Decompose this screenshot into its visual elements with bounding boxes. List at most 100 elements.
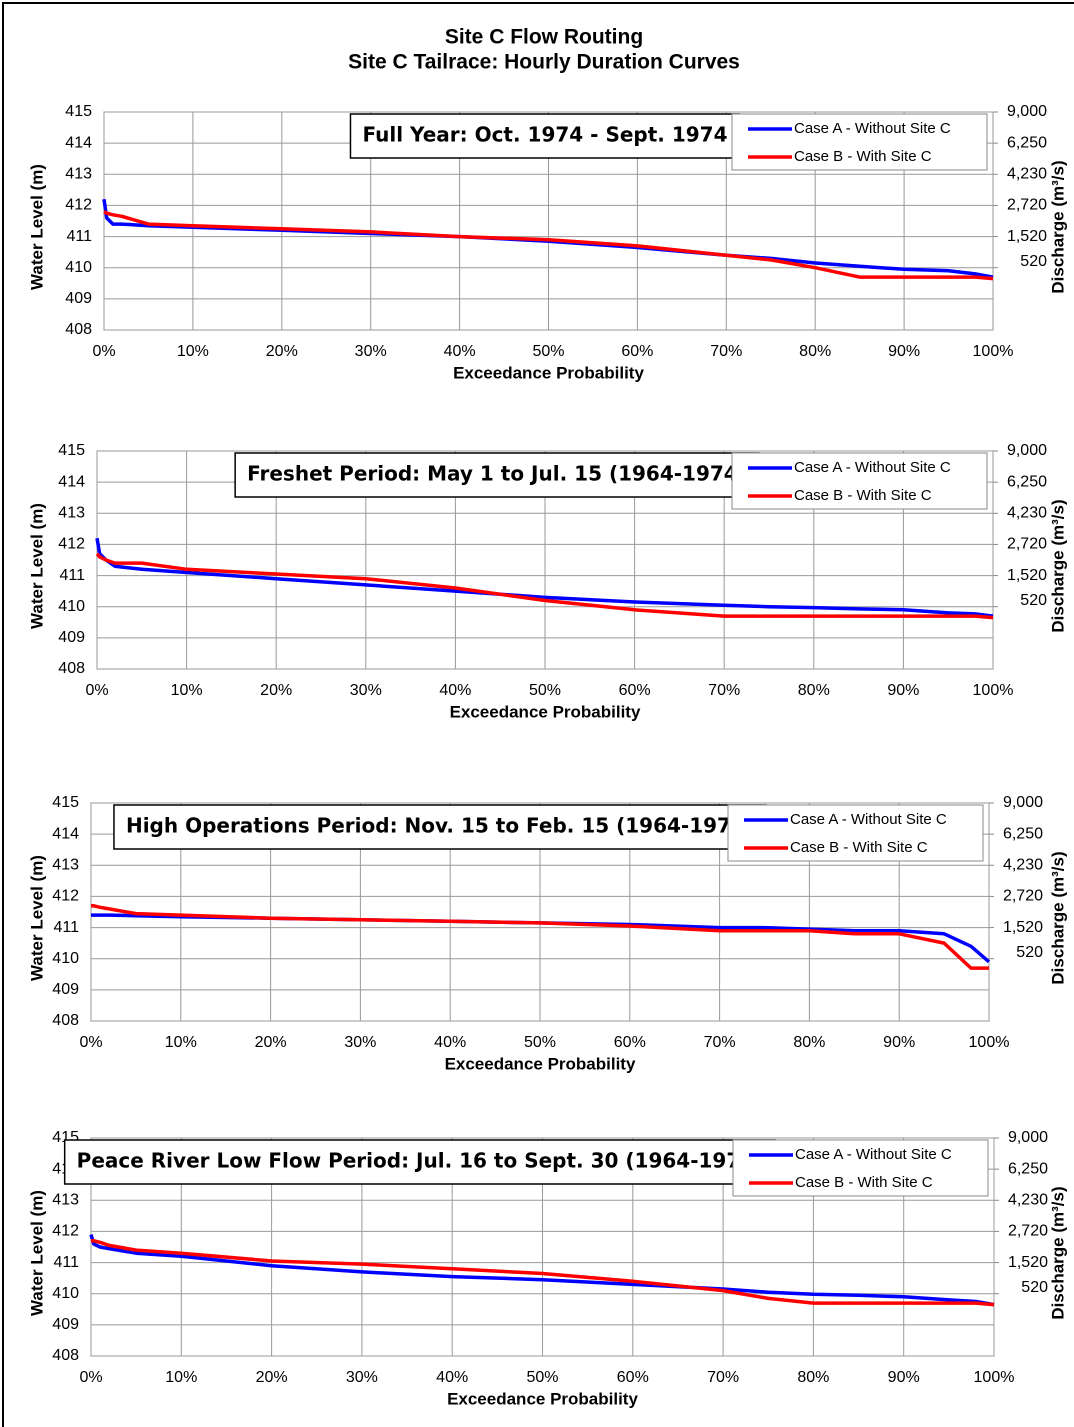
x-tick-label: 60%: [617, 1369, 649, 1386]
annotation: Peace River Low Flow Period: Jul. 16 to …: [77, 1149, 764, 1173]
y-tick-label: 415: [58, 442, 85, 459]
x-tick-label: 100%: [973, 682, 1014, 699]
y2-tick-label: 4,230: [1007, 166, 1047, 183]
annotation: High Operations Period: Nov. 15 to Feb. …: [126, 814, 754, 838]
y-tick-label: 409: [52, 1316, 79, 1333]
x-tick-label: 50%: [524, 1034, 556, 1051]
y2-axis-title: Discharge (m³/s): [1048, 160, 1067, 293]
y2-tick-label: 9,000: [1003, 794, 1043, 811]
y-tick-label: 411: [66, 228, 92, 245]
y-tick-label: 413: [52, 857, 79, 874]
y2-tick-label: 520: [1020, 592, 1047, 609]
y-tick-label: 414: [52, 825, 79, 842]
y-axis-title: Water Level (m): [27, 1190, 46, 1316]
x-tick-label: 100%: [973, 343, 1014, 360]
x-axis-title: Exceedance Probability: [450, 702, 641, 721]
x-axis-title: Exceedance Probability: [447, 1389, 638, 1408]
y-tick-label: 408: [65, 321, 92, 338]
page-title: Site C Flow Routing: [445, 26, 643, 49]
legend-label: Case A - Without Site C: [795, 1146, 952, 1163]
y-tick-label: 412: [58, 536, 85, 553]
y2-tick-label: 2,720: [1003, 888, 1043, 905]
y-tick-label: 410: [58, 598, 85, 615]
y-tick-label: 410: [52, 1285, 79, 1302]
legend-box: [732, 1139, 989, 1197]
x-tick-label: 100%: [974, 1369, 1015, 1386]
y2-tick-label: 4,230: [1003, 857, 1043, 874]
x-axis-title: Exceedance Probability: [453, 363, 644, 382]
y2-tick-label: 9,000: [1008, 1129, 1048, 1146]
x-tick-label: 0%: [85, 682, 108, 699]
y-tick-label: 411: [53, 1254, 79, 1271]
x-tick-label: 70%: [708, 682, 740, 699]
x-tick-label: 10%: [165, 1034, 197, 1051]
y-tick-label: 414: [65, 134, 92, 151]
x-axis-title: Exceedance Probability: [445, 1054, 636, 1073]
x-tick-label: 80%: [799, 343, 831, 360]
x-tick-label: 80%: [798, 682, 830, 699]
y-tick-label: 409: [65, 290, 92, 307]
y2-tick-label: 1,520: [1007, 228, 1047, 245]
series-line: [95, 537, 994, 618]
x-tick-label: 10%: [171, 682, 203, 699]
y2-tick-label: 520: [1016, 944, 1043, 961]
y-tick-label: 408: [58, 660, 85, 677]
series-line: [89, 1234, 995, 1307]
legend-label: Case B - With Site C: [794, 487, 932, 504]
x-tick-label: 70%: [710, 343, 742, 360]
x-tick-label: 50%: [529, 682, 561, 699]
series-line: [103, 210, 994, 281]
y-tick-label: 415: [52, 794, 79, 811]
x-tick-label: 100%: [969, 1034, 1010, 1051]
y-tick-label: 409: [58, 629, 85, 646]
y2-tick-label: 1,520: [1003, 919, 1043, 936]
y2-tick-label: 1,520: [1007, 567, 1047, 584]
x-tick-label: 40%: [434, 1034, 466, 1051]
x-tick-label: 70%: [707, 1369, 739, 1386]
legend-label: Case A - Without Site C: [794, 459, 951, 476]
x-tick-label: 20%: [255, 1034, 287, 1051]
x-tick-label: 50%: [526, 1369, 558, 1386]
x-tick-label: 20%: [266, 343, 298, 360]
y2-tick-label: 4,230: [1008, 1192, 1048, 1209]
x-tick-label: 90%: [887, 682, 919, 699]
x-tick-label: 0%: [92, 343, 115, 360]
annotation-box: [234, 452, 760, 498]
x-tick-label: 30%: [346, 1369, 378, 1386]
legend-label: Case B - With Site C: [790, 839, 928, 856]
x-tick-label: 30%: [344, 1034, 376, 1051]
y-tick-label: 411: [59, 567, 85, 584]
x-tick-label: 30%: [350, 682, 382, 699]
y2-tick-label: 2,720: [1007, 536, 1047, 553]
x-tick-label: 10%: [177, 343, 209, 360]
x-tick-label: 70%: [704, 1034, 736, 1051]
y-tick-label: 409: [52, 981, 79, 998]
y2-tick-label: 4,230: [1007, 505, 1047, 522]
x-tick-label: 80%: [793, 1034, 825, 1051]
x-tick-label: 30%: [355, 343, 387, 360]
x-tick-label: 20%: [256, 1369, 288, 1386]
y-axis-title: Water Level (m): [27, 855, 46, 981]
annotation-box: [349, 113, 741, 159]
x-tick-label: 90%: [883, 1034, 915, 1051]
x-tick-label: 90%: [888, 1369, 920, 1386]
y2-tick-label: 2,720: [1007, 197, 1047, 214]
x-tick-label: 60%: [614, 1034, 646, 1051]
legend-box: [731, 113, 988, 171]
page-subtitle: Site C Tailrace: Hourly Duration Curves: [348, 51, 740, 74]
x-tick-label: 10%: [165, 1369, 197, 1386]
y2-tick-label: 6,250: [1003, 825, 1043, 842]
y-tick-label: 411: [53, 919, 79, 936]
y2-tick-label: 520: [1021, 1279, 1048, 1296]
x-tick-label: 40%: [439, 682, 471, 699]
series-line: [95, 552, 994, 620]
y-tick-label: 412: [52, 888, 79, 905]
x-tick-label: 20%: [260, 682, 292, 699]
annotation: Full Year: Oct. 1974 - Sept. 1974: [362, 123, 727, 147]
y2-tick-label: 6,250: [1007, 473, 1047, 490]
annotation-box: [63, 1139, 777, 1185]
y2-axis-title: Discharge (m³/s): [1048, 1186, 1067, 1319]
series-line: [91, 904, 989, 970]
